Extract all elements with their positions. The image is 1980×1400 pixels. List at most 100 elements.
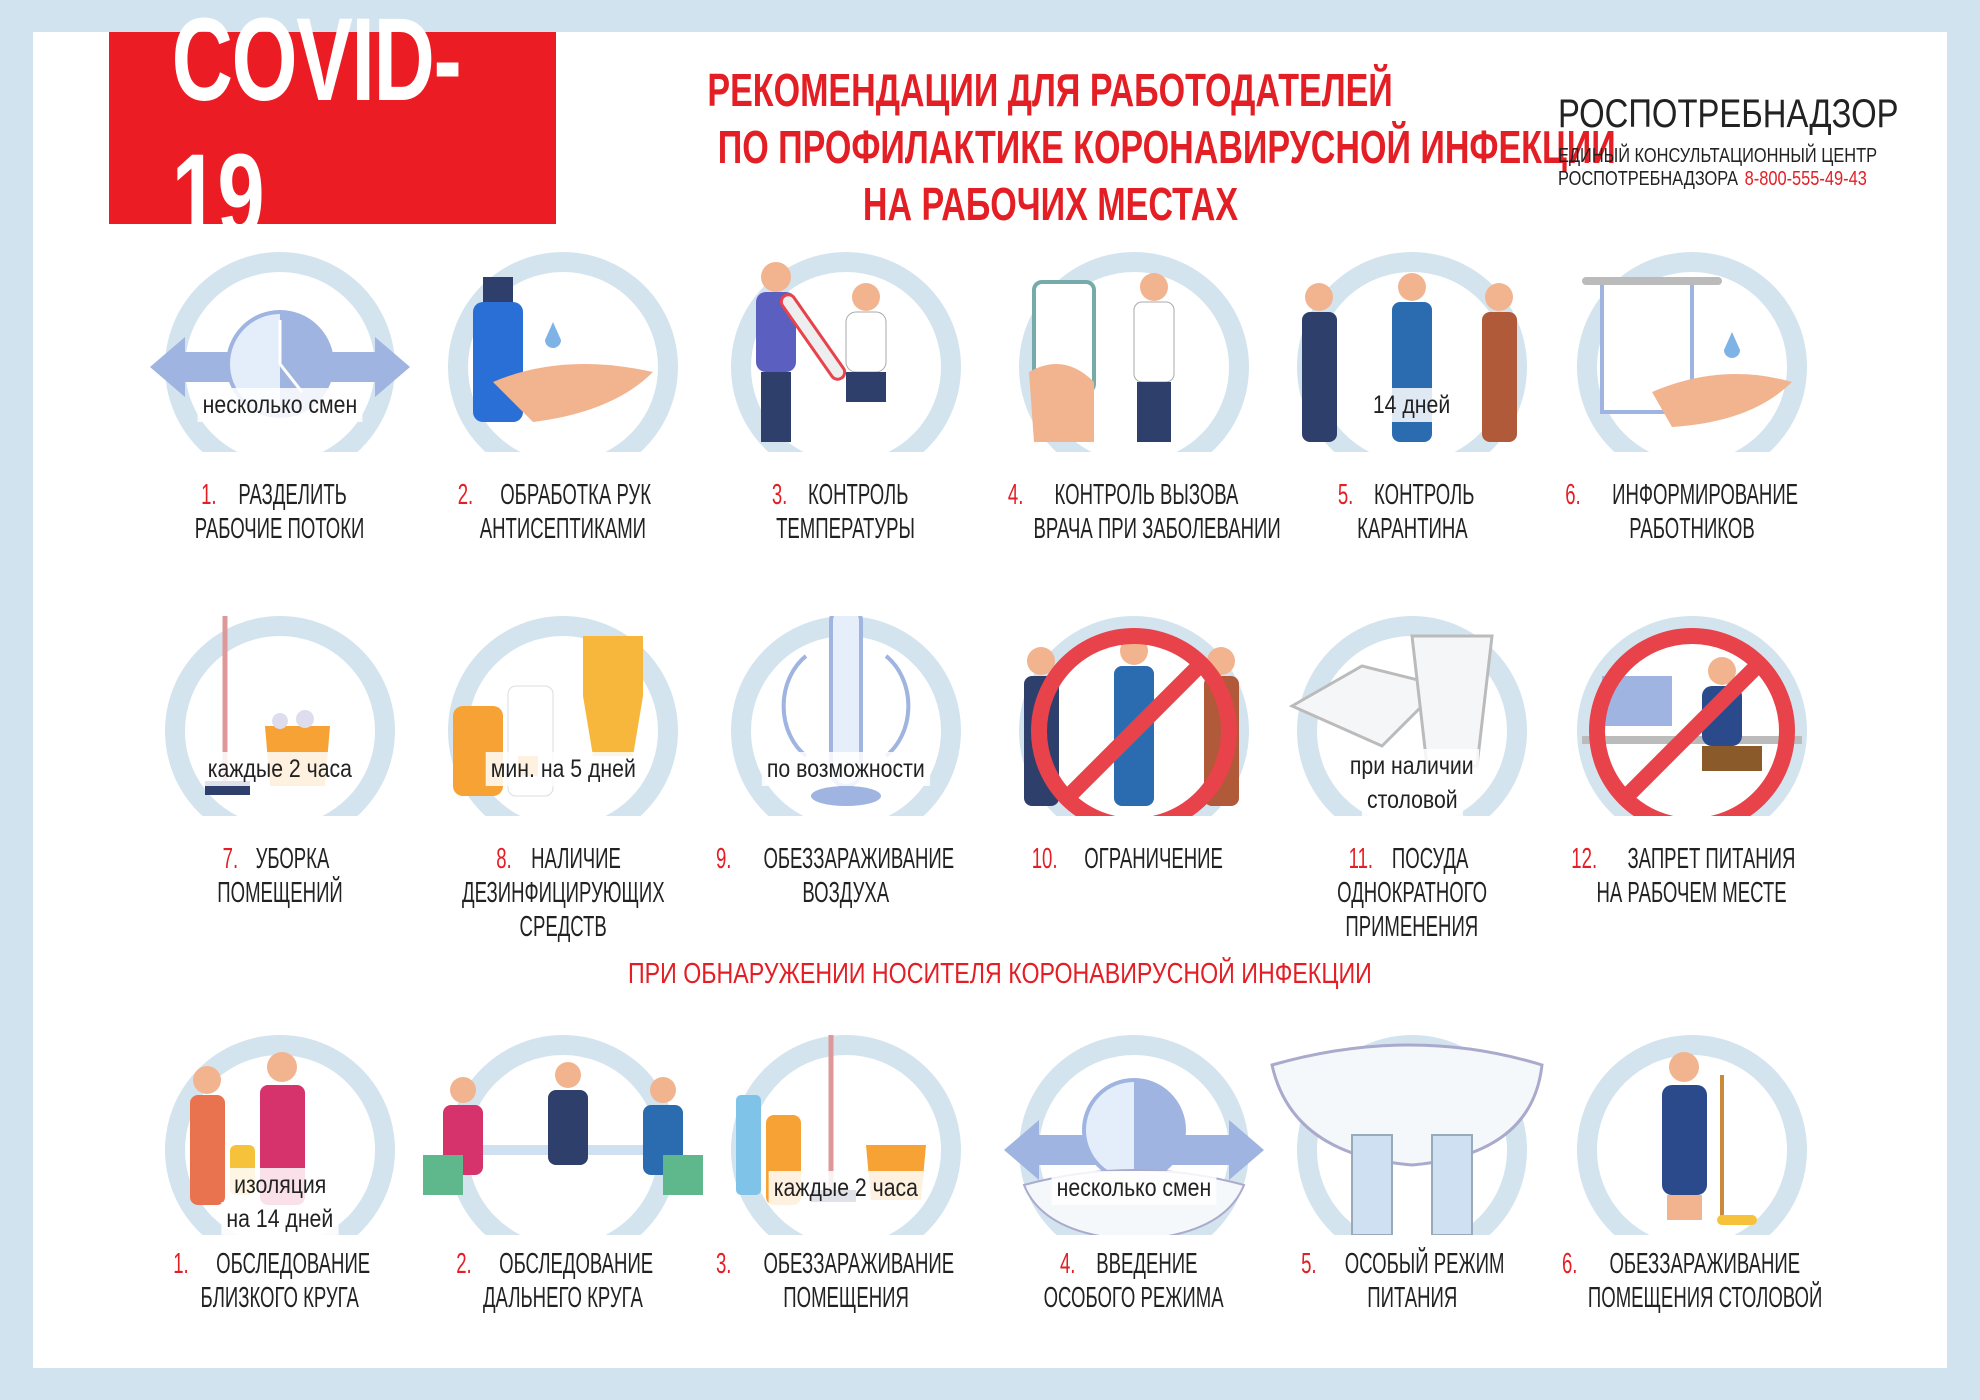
measure-card: 10. ОГРАНИЧЕНИЕ [984, 616, 1284, 916]
ring-decoration [1577, 1035, 1807, 1235]
card-caption: каждые 2 часа [696, 1171, 996, 1205]
card-label: 3. ОБЕЗЗАРАЖИВАНИЕ ПОМЕЩЕНИЯ [676, 1247, 1016, 1315]
item-number: 11. [1348, 843, 1374, 875]
item-number: 6. [1564, 479, 1581, 511]
card-caption: каждые 2 часа [130, 752, 430, 786]
card-caption: несколько смен [984, 1171, 1284, 1205]
ring-decoration [731, 252, 961, 452]
org-sub-line2: РОСПОТРЕБНАДЗОРА [1558, 168, 1739, 190]
measure-card: 14 дней 5. КОНТРОЛЬ КАРАНТИНА [1262, 252, 1562, 552]
title-line: ПО ПРОФИЛАКТИКЕ КОРОНАВИРУСНОЙ ИНФЕКЦИИ [717, 121, 1616, 173]
label-line: РАЗДЕЛИТЬ [238, 479, 348, 511]
card-label: 6. ОБЕЗЗАРАЖИВАНИЕ ПОМЕЩЕНИЯ СТОЛОВОЙ [1522, 1247, 1862, 1315]
caption-line: на 14 дней [221, 1202, 339, 1236]
caption-line: изоляция [228, 1168, 332, 1202]
label-line: РАБОЧИЕ ПОТОКИ [195, 513, 365, 545]
label-line: ОБЕЗЗАРАЖИВАНИЕ [1609, 1248, 1801, 1280]
caption-line: столовой [1361, 783, 1463, 817]
measure-card: несколько смен 1. РАЗДЕЛИТЬ РАБОЧИЕ ПОТОКИ [130, 252, 430, 552]
covid-logo: COVID-19 [109, 0, 556, 262]
caption-line: при наличии [1345, 749, 1479, 783]
label-line: БЛИЗКОГО КРУГА [200, 1282, 360, 1314]
hotline-phone: 8-800-555-49-43 [1744, 168, 1867, 190]
measure-card: по возможности 9. ОБЕЗЗАРАЖИВАНИЕ ВОЗДУХА [696, 616, 996, 916]
measure-card: 3. КОНТРОЛЬ ТЕМПЕРАТУРЫ [696, 252, 996, 552]
label-line: ОБЕЗЗАРАЖИВАНИЕ [763, 843, 955, 875]
label-line: КОНТРОЛЬ [1374, 479, 1476, 511]
item-number: 4. [1059, 1248, 1076, 1280]
measure-card: 2. ОБСЛЕДОВАНИЕ ДАЛЬНЕГО КРУГА [413, 1035, 713, 1335]
measure-card: 12. ЗАПРЕТ ПИТАНИЯ НА РАБОЧЕМ МЕСТЕ [1542, 616, 1842, 916]
phone-doctor-icon [1019, 252, 1249, 452]
card-label: 10. ОГРАНИЧЕНИЕ [964, 842, 1304, 876]
disinfectant-gloves-icon [448, 616, 678, 816]
item-number: 2. [457, 479, 474, 511]
label-line: ОСОБЫЙ РЕЖИМ [1345, 1248, 1505, 1280]
ring-decoration [165, 1035, 395, 1235]
card-caption: при наличии столовой [1262, 749, 1562, 817]
org-contact: ЕДИНЫЙ КОНСУЛЬТАЦИОННЫЙ ЦЕНТР РОСПОТРЕБН… [1558, 145, 1877, 191]
measure-card: 4. КОНТРОЛЬ ВЫЗОВА ВРАЧА ПРИ ЗАБОЛЕВАНИИ [984, 252, 1284, 552]
title-line: НА РАБОЧИХ МЕСТАХ [862, 178, 1238, 230]
no-eating-desk-icon [1577, 616, 1807, 816]
people-quarantine-icon [1297, 252, 1527, 452]
label-line: КОНТРОЛЬ ВЫЗОВА [1054, 479, 1239, 511]
card-label: 9. ОБЕЗЗАРАЖИВАНИЕ ВОЗДУХА [676, 842, 1016, 910]
measure-card: несколько смен 4. ВВЕДЕНИЕ ОСОБОГО РЕЖИМА [984, 1035, 1284, 1335]
label-line: ПОМЕЩЕНИЯ СТОЛОВОЙ [1587, 1282, 1823, 1314]
card-label: 11. ПОСУДА ОДНОКРАТНОГО ПРИМЕНЕНИЯ [1242, 842, 1582, 944]
item-number: 7. [222, 843, 239, 875]
label-line: ИНФОРМИРОВАНИЕ [1611, 479, 1798, 511]
measure-card: 6. ИНФОРМИРОВАНИЕ РАБОТНИКОВ [1542, 252, 1842, 552]
ring-decoration [1577, 252, 1807, 452]
measure-card: каждые 2 часа 7. УБОРКА ПОМЕЩЕНИЙ [130, 616, 430, 916]
card-label: 8. НАЛИЧИЕ ДЕЗИНФИЦИРУЮЩИХ СРЕДСТВ [393, 842, 733, 944]
card-label: 4. КОНТРОЛЬ ВЫЗОВА ВРАЧА ПРИ ЗАБОЛЕВАНИИ [964, 478, 1304, 546]
org-name: РОСПОТРЕБНАДЗОР [1558, 92, 1899, 136]
mop-bucket-icon [165, 616, 395, 816]
label-line: ОБСЛЕДОВАНИЕ [215, 1248, 370, 1280]
card-caption: несколько смен [130, 388, 430, 422]
item-number: 12. [1570, 843, 1597, 875]
label-line: РАБОТНИКОВ [1629, 513, 1755, 545]
card-label: 5. КОНТРОЛЬ КАРАНТИНА [1242, 478, 1582, 546]
air-purifier-icon [731, 616, 961, 816]
poster-title: РЕКОМЕНДАЦИИ ДЛЯ РАБОТОДАТЕЛЕЙ ПО ПРОФИЛ… [560, 62, 1615, 233]
card-caption: мин. на 5 дней [413, 752, 713, 786]
item-number: 1. [172, 1248, 189, 1280]
clock-arrows-icon [150, 252, 410, 452]
sanitizer-hand-icon [448, 252, 678, 452]
card-caption: по возможности [696, 752, 996, 786]
measure-card: 2. ОБРАБОТКА РУК АНТИСЕПТИКАМИ [413, 252, 713, 552]
label-line: ОБЕЗЗАРАЖИВАНИЕ [763, 1248, 955, 1280]
no-crowd-icon [1019, 616, 1249, 816]
card-label: 7. УБОРКА ПОМЕЩЕНИЙ [110, 842, 450, 910]
label-line: АНТИСЕПТИКАМИ [479, 513, 647, 545]
label-line: КАРАНТИНА [1356, 513, 1468, 545]
item-number: 4. [1008, 479, 1024, 511]
item-number: 2. [455, 1248, 472, 1280]
measure-card: изоляция на 14 дней 1. ОБСЛЕДОВАНИЕ БЛИЗКОГ… [130, 1035, 430, 1335]
caption-line: несколько смен [1051, 1171, 1217, 1205]
label-line: ПОСУДА [1392, 843, 1469, 875]
label-line: НАЛИЧИЕ [530, 843, 621, 875]
label-line: ОСОБОГО РЕЖИМА [1044, 1282, 1224, 1314]
card-label: 12. ЗАПРЕТ ПИТАНИЯ НА РАБОЧЕМ МЕСТЕ [1522, 842, 1862, 910]
org-sub-line1: ЕДИНЫЙ КОНСУЛЬТАЦИОННЫЙ ЦЕНТР [1558, 145, 1878, 167]
card-label: 6. ИНФОРМИРОВАНИЕ РАБОТНИКОВ [1522, 478, 1862, 546]
cleaner-woman-icon [1577, 1035, 1807, 1235]
caption-line: каждые 2 часа [202, 752, 358, 786]
ring-decoration [1019, 252, 1249, 452]
label-line: ПРИМЕНЕНИЯ [1345, 911, 1479, 943]
caption-line: 14 дней [1368, 388, 1456, 422]
ring-decoration [165, 616, 395, 816]
item-number: 6. [1561, 1248, 1578, 1280]
measure-card: 6. ОБЕЗЗАРАЖИВАНИЕ ПОМЕЩЕНИЯ СТОЛОВОЙ [1542, 1035, 1842, 1335]
label-line: УБОРКА [256, 843, 330, 875]
measure-card: при наличии столовой 11. ПОСУДА ОДНОКРАТНОГ… [1262, 616, 1562, 943]
label-line: ТЕМПЕРАТУРЫ [776, 513, 916, 545]
label-line: ОБРАБОТКА РУК [500, 479, 652, 511]
caption-line: по возможности [761, 752, 930, 786]
label-line: СРЕДСТВ [519, 911, 607, 943]
cleaning-supplies-icon [731, 1035, 961, 1235]
